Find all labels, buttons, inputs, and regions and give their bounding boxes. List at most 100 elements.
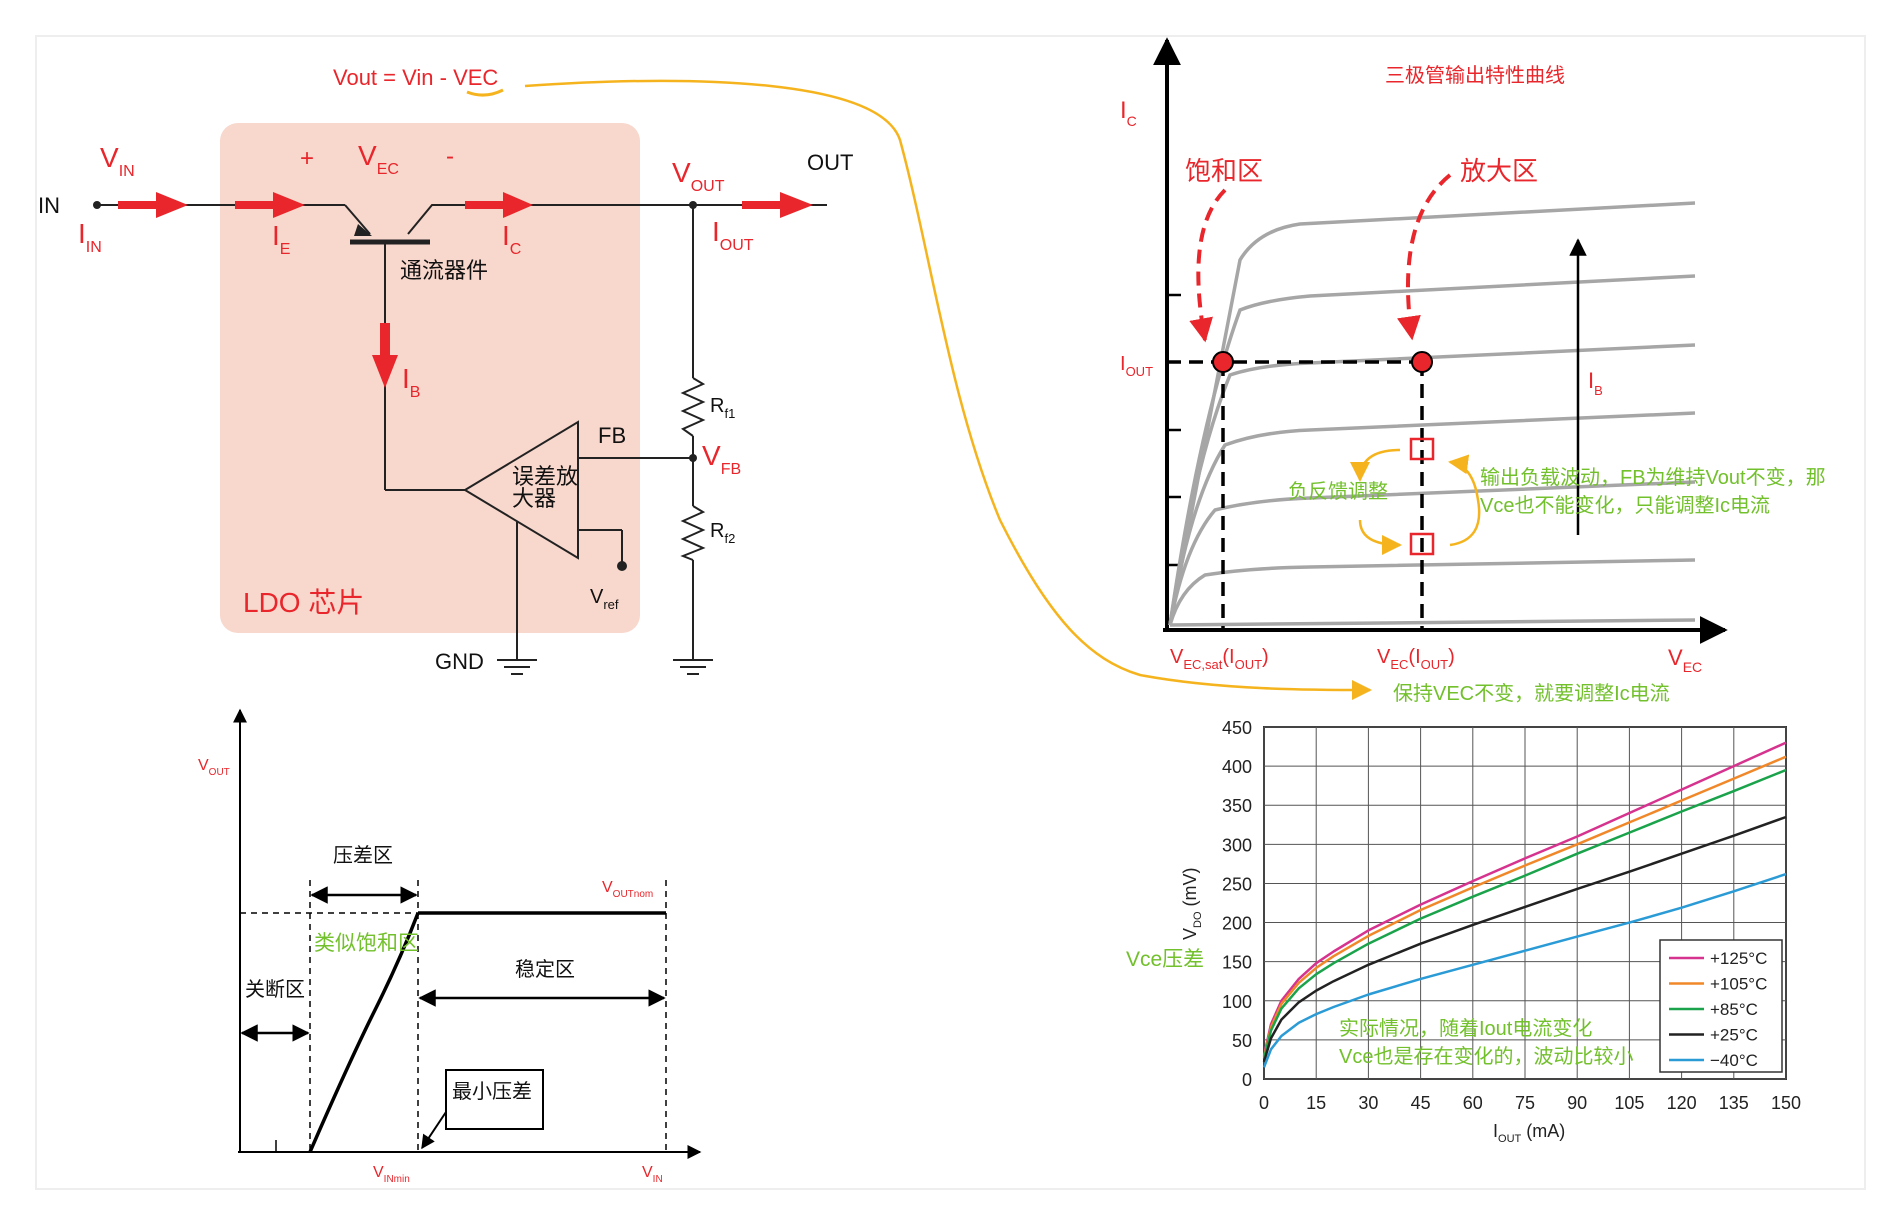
current-arrow-ic: [465, 192, 533, 218]
region-saturation-label: 饱和区: [1185, 157, 1263, 186]
vdo-y-tick-label: 250: [1222, 874, 1252, 894]
vec-op-tick-label: VEC(IOUT): [1377, 646, 1455, 672]
vdo-x-tick-label: 45: [1411, 1093, 1431, 1113]
amp-label-line2: 大器: [512, 486, 556, 511]
in-label: IN: [38, 193, 60, 218]
i-b-label: IB: [402, 363, 420, 401]
out-node: [689, 201, 697, 209]
vdo-y-tick-label: 300: [1222, 835, 1252, 855]
dropout-region-label: 压差区: [333, 844, 393, 867]
ib-label: IB: [1588, 368, 1603, 398]
region-amplification-label: 放大区: [1460, 157, 1538, 186]
vdo-y-tick-label: 450: [1222, 718, 1252, 738]
in-terminal: [93, 201, 101, 209]
vec-axis-label: VEC: [1668, 645, 1702, 675]
ground-symbol-amp: [497, 659, 537, 675]
min-dropout-label: 最小压差: [452, 1080, 532, 1103]
similar-saturation-label: 类似饱和区: [314, 932, 419, 955]
v-ec-label: VEC: [358, 140, 399, 178]
vdo-legend-items: +125°C +105°C +85°C +25°C −40°C: [1669, 949, 1767, 1070]
vdo-y-tick-label: 150: [1222, 953, 1252, 973]
load-note-line2: Vce也不能变化，只能调整Ic电流: [1480, 494, 1770, 517]
i-c-label: IC: [502, 220, 521, 258]
vdo-series-line: [1262, 815, 1787, 1063]
vdo-y-tick-label: 400: [1222, 757, 1252, 777]
vdo-y-tick-label: 350: [1222, 796, 1252, 816]
formula-label: Vout = Vin - VEC: [333, 65, 498, 90]
vdo-legend: [1659, 939, 1783, 1073]
vdo-x-axis-label: IOUT (mA): [1493, 1121, 1565, 1145]
error-amplifier: [463, 420, 579, 560]
formula-underline: [466, 88, 504, 97]
pass-device-label: 通流器件: [400, 258, 488, 283]
gnd-label: GND: [435, 649, 484, 674]
amp-label-line1: 误差放: [512, 464, 578, 489]
vdo-legend-label: −40°C: [1710, 1051, 1758, 1070]
transistor-emitter-arrow: [354, 224, 372, 236]
i-e-label: IE: [272, 220, 290, 258]
vdo-y-ticks: 0 50 100 150 200 250 300 350 400 450: [1222, 718, 1252, 1090]
vout-axis-label: VOUT: [198, 757, 230, 778]
vdo-x-ticks: 0 15 30 45 60 75 90 105 120 135 150: [1259, 1093, 1801, 1113]
vdo-x-tick-label: 60: [1463, 1093, 1483, 1113]
vdo-series-line: [1262, 768, 1787, 1060]
vce-dropout-label: Vce压差: [1126, 948, 1204, 971]
current-arrow-in: [118, 192, 188, 218]
curve-ib-2: [1168, 480, 1696, 626]
curve-ib-6: [1168, 201, 1696, 626]
vdo-x-tick-label: 0: [1259, 1093, 1269, 1113]
shutdown-region-label: 关断区: [245, 978, 305, 1001]
vdo-series-lines: [1262, 741, 1787, 1068]
dropout-region-chart: 压差区 类似饱和区 关断区 稳定区 最小压差 VOUT VOUTnom VINm…: [198, 708, 702, 1185]
vdo-vs-iout-chart: 0 50 100 150 200 250 300 350 400 450 0 15 30 45 60 75 9…: [1126, 718, 1801, 1145]
vec-sat-tick-label: VEC,sat(IOUT): [1170, 646, 1269, 672]
curve-ib-3: [1168, 411, 1696, 626]
feedback-loop-left-bottom: [1358, 519, 1402, 555]
minus-sign: -: [446, 143, 454, 170]
vdo-x-tick-label: 135: [1719, 1093, 1749, 1113]
ldo-chip-box: [220, 123, 640, 633]
vref-terminal: [617, 561, 627, 571]
dropout-transfer-curve: [308, 912, 420, 1153]
transistor-chart-title: 三极管输出特性曲线: [1385, 64, 1565, 87]
curve-ib-0: [1169, 618, 1696, 627]
transistor-output-chart: 三极管输出特性曲线: [1120, 37, 1826, 705]
actual-note-line2: Vce也是存在变化的，波动比较小: [1339, 1045, 1633, 1068]
current-arrow-ie: [235, 192, 305, 218]
amplification-pointer: [1397, 173, 1452, 341]
keep-vec-note: 保持VEC不变，就要调整Ic电流: [1393, 682, 1670, 705]
r-f2-label: Rf2: [710, 520, 735, 546]
current-arrow-out: [742, 192, 813, 218]
vdo-legend-label: +25°C: [1710, 1026, 1758, 1045]
vdo-x-tick-label: 75: [1515, 1093, 1535, 1113]
resistor-rf1: [680, 377, 706, 437]
vdo-y-axis-label: VDO (mV): [1180, 867, 1204, 940]
vdo-y-tick-label: 200: [1222, 914, 1252, 934]
ldo-chip-label: LDO 芯片: [243, 587, 364, 618]
vdo-y-tick-label: 50: [1232, 1031, 1252, 1051]
saturation-point: [1212, 351, 1234, 373]
ic-axis-label: IC: [1120, 97, 1137, 129]
current-arrow-ib: [372, 323, 398, 388]
vdo-x-tick-label: 15: [1306, 1093, 1326, 1113]
v-fb-label: VFB: [702, 440, 741, 478]
v-out-label: VOUT: [672, 157, 725, 195]
vdo-legend-label: +125°C: [1710, 949, 1767, 968]
resistor-rf2: [680, 505, 706, 561]
vdo-series-line: [1262, 872, 1787, 1068]
vdo-y-tick-label: 100: [1222, 992, 1252, 1012]
saturation-pointer: [1189, 188, 1227, 343]
i-out-label: IOUT: [712, 216, 754, 254]
v-in-label: VIN: [100, 142, 135, 180]
feedback-loop-right: [1448, 454, 1481, 547]
vin-axis-label: VIN: [642, 1164, 663, 1185]
vdo-x-tick-label: 90: [1567, 1093, 1587, 1113]
actual-note-line1: 实际情况，随着Iout电流变化: [1339, 1017, 1592, 1040]
plus-sign: +: [300, 145, 314, 172]
fb-node: [689, 454, 697, 462]
operating-point-low-box: [1409, 532, 1435, 556]
fb-label: FB: [598, 423, 626, 448]
i-in-label: IIN: [78, 218, 102, 256]
load-note-line1: 输出负载波动，FB为维持Vout不变，那: [1480, 466, 1826, 489]
vdo-x-tick-label: 120: [1667, 1093, 1697, 1113]
